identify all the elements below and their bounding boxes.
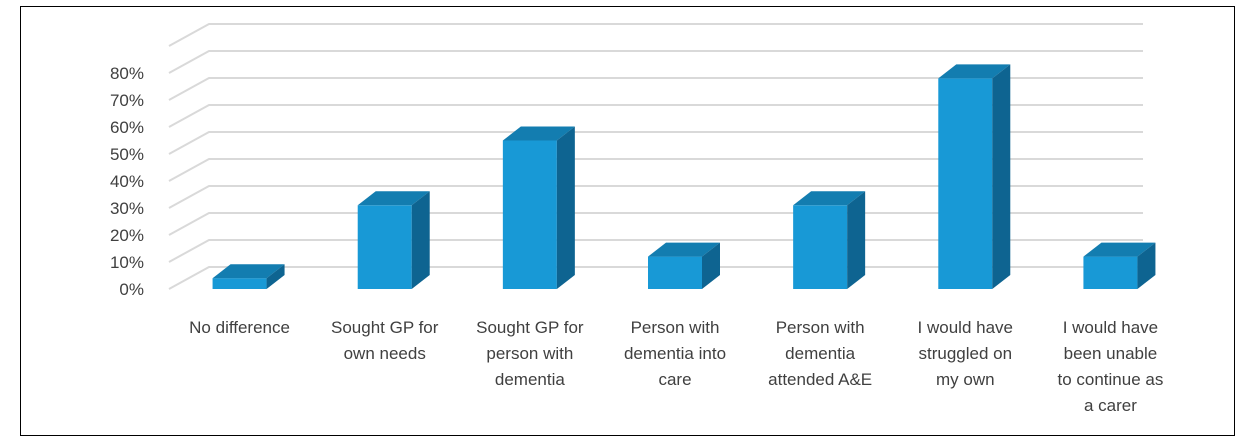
y-tick-label: 50% (110, 145, 144, 164)
bar-front (1083, 256, 1138, 289)
x-category-label-line: a carer (1084, 396, 1137, 415)
gridlines (168, 23, 1143, 290)
y-tick-label: 60% (110, 118, 144, 137)
x-category-label-line: own needs (344, 344, 426, 363)
x-category-label: Person with dementia attended A&E (768, 318, 872, 389)
bar-top (502, 126, 575, 141)
bar (648, 242, 720, 289)
bar-side (556, 126, 575, 289)
bar (1083, 242, 1156, 289)
gridline (168, 185, 1143, 209)
bar-front (212, 278, 267, 289)
x-category-label: I would have been unable to continue as a c… (1057, 318, 1163, 415)
bar-top (793, 191, 866, 206)
y-axis-ticks: 0% 10% 20% 30% 40% 50% 60% 70% 80% (110, 64, 144, 299)
bar (793, 191, 866, 289)
x-category-label-line: Person with (631, 318, 720, 337)
y-tick-label: 80% (110, 64, 144, 83)
bar-top (1083, 242, 1156, 257)
x-category-label-line: No difference (189, 318, 290, 337)
bar-side (266, 264, 285, 289)
y-tick-label: 70% (110, 91, 144, 110)
y-tick-label: 20% (110, 226, 144, 245)
x-category-label-line: struggled on (918, 344, 1012, 363)
x-category-label: Sought GP for person with dementia (476, 318, 584, 389)
bar-front (357, 205, 412, 289)
x-category-label-line: attended A&E (768, 370, 872, 389)
x-category-label-line: to continue as (1057, 370, 1163, 389)
x-category-label-line: I would have (1063, 318, 1158, 337)
bar (502, 126, 575, 289)
bar-side (992, 64, 1011, 290)
x-axis-labels: No difference Sought GP for own needsSough… (189, 318, 1163, 415)
x-category-label-line: I would have (918, 318, 1013, 337)
bar-side (702, 242, 720, 289)
bar-side (1137, 242, 1156, 289)
gridline (168, 50, 1143, 74)
x-category-label: I would have struggled on my own (918, 318, 1013, 389)
bar-top (648, 242, 720, 257)
x-category-label: Person with dementia into care (624, 318, 726, 389)
x-category-label-line: dementia (785, 344, 855, 363)
x-category-label: No difference (189, 318, 290, 337)
gridline (168, 131, 1143, 155)
bar-front (648, 256, 702, 289)
bar-side (847, 191, 866, 289)
bar (938, 64, 1011, 290)
bars (212, 64, 1156, 290)
bar-front (938, 78, 993, 290)
gridline (168, 104, 1143, 128)
bar-top (212, 264, 285, 279)
bar-side (411, 191, 430, 289)
x-category-label: Sought GP for own needs (331, 318, 439, 363)
bar-top (357, 191, 430, 206)
bar-front (793, 205, 848, 289)
chart-frame: 0% 10% 20% 30% 40% 50% 60% 70% 80% No difference… (20, 6, 1235, 436)
x-category-label-line: my own (936, 370, 995, 389)
bar (357, 191, 430, 289)
x-category-label-line: been unable (1064, 344, 1158, 363)
x-category-label-line: Sought GP for (476, 318, 584, 337)
bar-chart: 0% 10% 20% 30% 40% 50% 60% 70% 80% No difference… (110, 23, 1163, 415)
x-category-label-line: Person with (776, 318, 865, 337)
x-category-label-line: dementia into (624, 344, 726, 363)
y-tick-label: 30% (110, 199, 144, 218)
x-category-label-line: dementia (495, 370, 565, 389)
gridline (168, 23, 1143, 47)
bar-front (502, 140, 557, 289)
x-category-label-line: person with (486, 344, 573, 363)
gridline (168, 77, 1143, 101)
y-tick-label: 10% (110, 253, 144, 272)
bar (212, 264, 285, 289)
x-category-label-line: care (658, 370, 691, 389)
x-category-label-line: Sought GP for (331, 318, 439, 337)
gridline (168, 158, 1143, 182)
y-tick-label: 0% (119, 280, 144, 299)
bar-top (938, 64, 1011, 79)
y-tick-label: 40% (110, 172, 144, 191)
